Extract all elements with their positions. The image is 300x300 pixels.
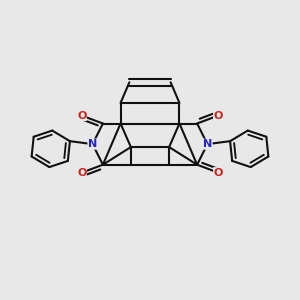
Text: N: N [203,139,212,149]
Text: O: O [77,110,86,121]
Text: O: O [214,110,223,121]
Text: O: O [214,168,223,178]
Text: O: O [77,168,86,178]
Text: N: N [88,139,97,149]
